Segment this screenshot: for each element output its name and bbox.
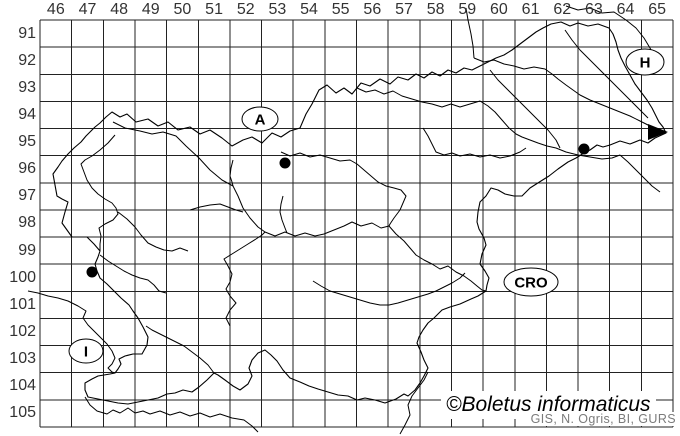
col-label-55: 55 [331, 1, 350, 18]
country-ellipse-austria [241, 106, 279, 132]
river-line [229, 159, 234, 187]
col-label-65: 65 [648, 1, 667, 18]
row-label-99: 99 [18, 241, 36, 259]
river-line [279, 195, 288, 234]
river-exit-arrow [648, 124, 668, 140]
row-label-93: 93 [18, 78, 36, 96]
col-label-57: 57 [395, 1, 413, 18]
col-label-58: 58 [426, 1, 445, 18]
river-line [356, 87, 621, 160]
river-line [117, 211, 189, 252]
row-label-101: 101 [9, 295, 36, 313]
country-label-croatia: CRO [514, 275, 548, 292]
col-label-50: 50 [173, 1, 192, 18]
row-label-105: 105 [9, 404, 36, 422]
river-line [312, 272, 466, 306]
col-label-60: 60 [490, 1, 508, 18]
record-dot [86, 266, 98, 278]
row-label-94: 94 [18, 105, 36, 123]
river-line [473, 57, 661, 131]
country-ellipse-croatia [503, 267, 559, 297]
row-label-103: 103 [9, 350, 36, 368]
row-label-98: 98 [18, 214, 36, 232]
col-label-56: 56 [363, 1, 382, 18]
country-label-austria: A [255, 112, 266, 129]
row-label-95: 95 [18, 133, 36, 151]
river-line [489, 69, 561, 149]
coastline [84, 396, 259, 433]
attribution-text: GIS, N. Ogris, BI, GURS [527, 412, 679, 426]
col-label-49: 49 [141, 1, 160, 18]
row-label-102: 102 [9, 322, 36, 340]
col-label-59: 59 [458, 1, 477, 18]
river-line [422, 127, 527, 159]
record-dot [578, 143, 590, 155]
river-line [145, 325, 215, 374]
river-line [223, 231, 266, 327]
river-line [619, 154, 661, 193]
row-label-104: 104 [9, 377, 36, 395]
col-label-46: 46 [46, 1, 65, 18]
col-label-53: 53 [268, 1, 287, 18]
river-line [565, 5, 656, 59]
country-border-outline [52, 21, 667, 405]
river-line [564, 29, 649, 119]
col-label-63: 63 [584, 1, 603, 18]
col-label-54: 54 [300, 1, 318, 18]
river-line [112, 121, 487, 292]
col-label-62: 62 [553, 1, 572, 18]
river-line [399, 371, 429, 435]
river-line [80, 134, 119, 251]
row-label-100: 100 [9, 268, 36, 286]
col-label-47: 47 [78, 1, 97, 18]
river-line [99, 254, 167, 294]
row-label-96: 96 [18, 160, 36, 178]
col-label-51: 51 [205, 1, 223, 18]
country-ellipse-hungary [625, 48, 665, 76]
country-label-hungary: H [640, 55, 651, 72]
row-label-91: 91 [18, 24, 36, 42]
col-label-52: 52 [236, 1, 255, 18]
country-label-italy: I [84, 344, 88, 361]
row-label-97: 97 [18, 187, 36, 205]
river-line [280, 151, 407, 227]
col-label-64: 64 [616, 1, 635, 18]
river-line [189, 203, 244, 213]
record-dot [279, 157, 291, 169]
country-ellipse-italy [68, 338, 104, 364]
col-label-61: 61 [521, 1, 540, 18]
coastline [27, 290, 116, 374]
row-label-92: 92 [18, 51, 36, 69]
river-line [465, 7, 475, 59]
col-label-48: 48 [110, 1, 129, 18]
